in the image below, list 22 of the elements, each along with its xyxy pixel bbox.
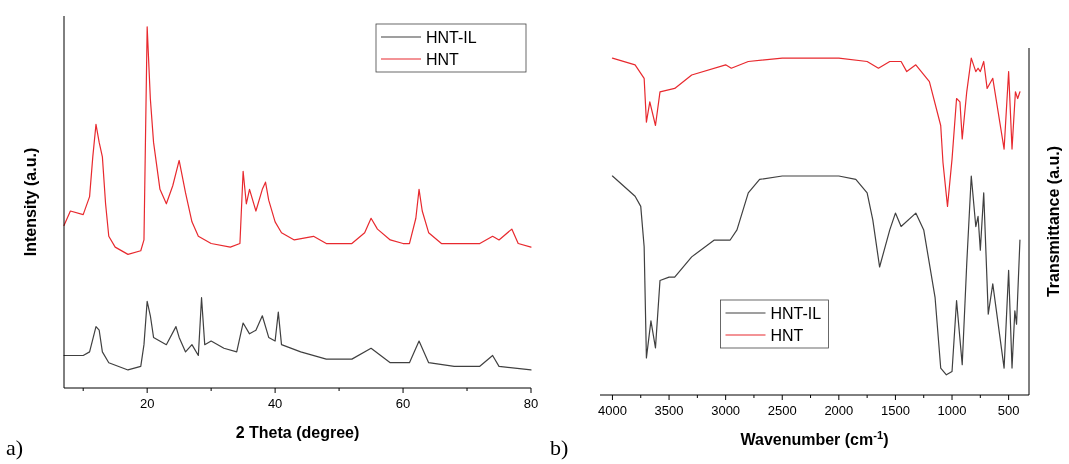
legend-label: HNT-IL <box>770 305 822 322</box>
x-tick-label: 2500 <box>767 403 797 418</box>
x-axis-title: 2 Theta (degree) <box>235 424 360 441</box>
x-tick-label: 1500 <box>880 403 910 418</box>
x-axis-title: Wavenumber (cm$^{-1}$) <box>740 429 889 448</box>
x-tick-label: 80 <box>523 396 539 411</box>
x-tick-label: 1000 <box>937 403 967 418</box>
text: b) <box>550 435 569 460</box>
x-tick-label: 4000 <box>597 403 627 418</box>
x-tick-label: 500 <box>997 403 1020 418</box>
text: a) <box>6 435 24 460</box>
legend-label: HNT-IL <box>426 29 477 46</box>
x-tick-label: 3000 <box>711 403 741 418</box>
legend-label: HNT <box>426 51 460 68</box>
y-axis-title: Intensity (a.u.) <box>22 147 39 257</box>
x-tick-label: 60 <box>395 396 411 411</box>
x-tick-label: 3500 <box>654 403 684 418</box>
y-axis-title: Transmittance (a.u.) <box>1045 145 1062 298</box>
x-tick-label: 20 <box>139 396 155 411</box>
x-tick-label: 2000 <box>824 403 854 418</box>
legend-label: HNT <box>770 327 804 344</box>
x-tick-label: 40 <box>267 396 283 411</box>
